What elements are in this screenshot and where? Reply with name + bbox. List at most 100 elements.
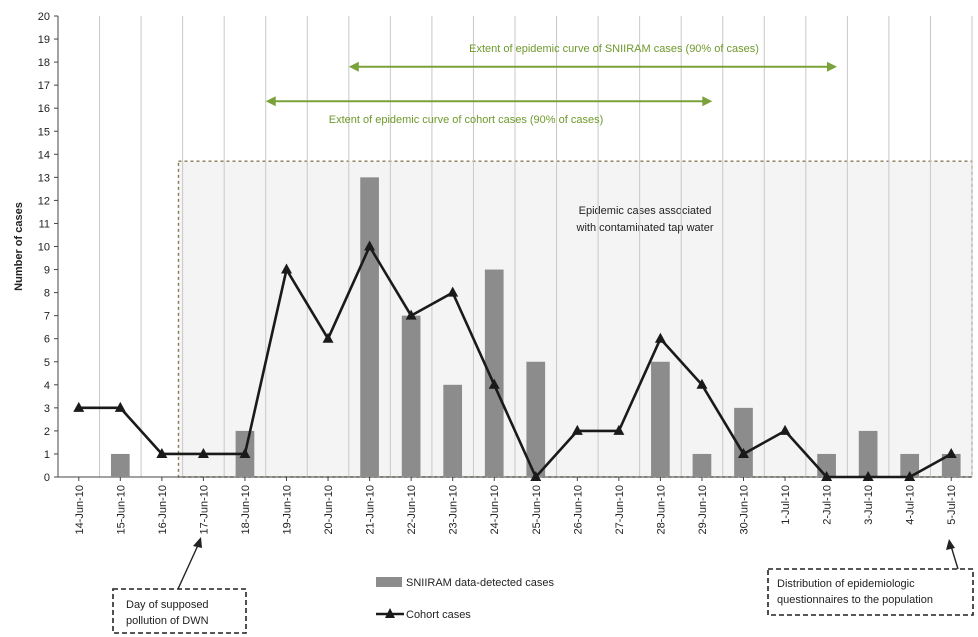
cohort-point — [613, 424, 625, 435]
range-arrowhead-left — [348, 61, 359, 72]
cohort-point — [364, 240, 376, 251]
x-tick-label: 2-Jul-10 — [822, 485, 834, 525]
legend-label-cohort: Cohort cases — [406, 609, 471, 621]
y-tick-label: 19 — [38, 34, 50, 46]
region-label-line1: Epidemic cases associated — [579, 205, 712, 217]
range-arrowhead-left — [265, 96, 276, 107]
region-layer: Epidemic cases associated with contaminat… — [177, 160, 973, 478]
range-arrowhead-right — [826, 61, 837, 72]
x-tick-label: 14-Jun-10 — [74, 485, 86, 535]
x-tick-label: 5-Jul-10 — [946, 485, 958, 525]
y-tick-label: 5 — [44, 357, 50, 369]
bar-sniiram — [484, 269, 504, 477]
epidemic-region — [177, 160, 973, 478]
y-tick-label: 17 — [38, 80, 50, 92]
cohort-line — [78, 245, 952, 479]
x-tick-label: 23-Jun-10 — [448, 485, 460, 535]
annotation-arrow-questionnaires — [950, 545, 959, 570]
cohort-point — [156, 447, 168, 458]
annotation-pollution-line1: Day of supposed — [126, 599, 209, 611]
cohort-point — [654, 332, 666, 343]
bar-sniiram — [734, 407, 753, 477]
y-tick-label: 0 — [44, 472, 50, 484]
bar-sniiram — [941, 453, 961, 477]
cohort-point — [738, 447, 749, 458]
range-layer: Extent of epidemic curve of SNIIRAM case… — [265, 43, 837, 126]
legend-marker-cohort — [385, 608, 395, 618]
range-label: Extent of epidemic curve of SNIIRAM case… — [469, 43, 759, 55]
bar-sniiram — [858, 430, 878, 477]
cohort-point — [862, 471, 874, 481]
x-tick-label: 26-Jun-10 — [572, 485, 584, 535]
cohort-point — [447, 286, 459, 297]
cohort-point — [696, 378, 708, 389]
annotation-questionnaires-line1: Distribution of epidemiologic — [777, 578, 915, 590]
cohort-point — [571, 424, 583, 435]
x-tick-label: 21-Jun-10 — [365, 485, 377, 535]
cohort-point — [73, 401, 85, 412]
cohort-point — [239, 447, 251, 458]
range-label: Extent of epidemic curve of cohort cases… — [329, 114, 604, 126]
cohort-point — [530, 471, 542, 481]
x-tick-label: 4-Jul-10 — [905, 485, 917, 525]
bar-sniiram — [110, 453, 130, 477]
bar-sniiram — [900, 453, 920, 477]
legend-swatch-sniiram — [376, 577, 402, 587]
y-tick-label: 15 — [38, 126, 50, 138]
annotation-questionnaires-line2: questionnaires to the population — [777, 594, 933, 606]
x-tick-label: 15-Jun-10 — [115, 485, 127, 535]
bar-sniiram — [526, 361, 546, 477]
annotation-pollution-line2: pollution of DWN — [126, 615, 209, 627]
x-tick-label: 1-Jul-10 — [780, 485, 792, 525]
legend: SNIIRAM data-detected cases Cohort cases — [376, 577, 554, 621]
y-tick-label: 20 — [38, 11, 50, 23]
y-tick-label: 12 — [38, 195, 50, 207]
cohort-point — [322, 332, 334, 343]
x-tick-label: 29-Jun-10 — [697, 485, 709, 535]
y-tick-label: 1 — [44, 449, 50, 461]
annotation-arrow-pollution — [177, 542, 200, 590]
cohort-point — [488, 378, 500, 389]
y-tick-label: 10 — [38, 242, 50, 254]
region-label-line2: with contaminated tap water — [576, 222, 714, 234]
y-tick-label: 2 — [44, 426, 50, 438]
x-tick-label: 17-Jun-10 — [198, 485, 210, 535]
y-tick-label: 6 — [44, 334, 50, 346]
bar-sniiram — [360, 177, 379, 477]
x-tick-label: 27-Jun-10 — [614, 485, 626, 535]
range-arrowhead-right — [702, 96, 713, 107]
annotation-layer: Day of supposed pollution of DWN Distribut… — [112, 537, 974, 634]
y-tick-label: 14 — [38, 149, 50, 161]
x-tick-label: 20-Jun-10 — [323, 485, 335, 535]
x-tick-label: 18-Jun-10 — [240, 485, 252, 535]
x-tick-label: 22-Jun-10 — [406, 485, 418, 535]
legend-label-sniiram: SNIIRAM data-detected cases — [406, 577, 554, 589]
annotation-arrowhead-pollution — [193, 537, 202, 548]
x-tick-label: 19-Jun-10 — [282, 485, 294, 535]
y-tick-label: 18 — [38, 57, 50, 69]
cohort-point — [904, 471, 916, 481]
line-layer — [73, 240, 957, 481]
x-tick-label: 16-Jun-10 — [157, 485, 169, 535]
cohort-point — [197, 447, 209, 458]
y-tick-label: 8 — [44, 288, 50, 300]
x-tick-label: 24-Jun-10 — [489, 485, 501, 535]
cohort-point — [405, 309, 417, 320]
x-tick-label: 25-Jun-10 — [531, 485, 543, 535]
bar-sniiram — [443, 384, 463, 477]
y-tick-label: 3 — [44, 403, 50, 415]
y-tick-label: 4 — [44, 380, 50, 392]
y-tick-label: 13 — [38, 172, 50, 184]
bar-sniiram — [651, 361, 670, 477]
cohort-point — [281, 263, 292, 274]
cohort-point — [945, 447, 957, 458]
bar-sniiram — [401, 315, 421, 477]
cohort-point — [821, 471, 833, 481]
grid-layer — [57, 16, 973, 477]
bar-layer — [110, 177, 961, 477]
y-tick-label: 11 — [39, 218, 50, 230]
bar-sniiram — [692, 453, 712, 477]
y-tick-label: 16 — [38, 103, 50, 115]
